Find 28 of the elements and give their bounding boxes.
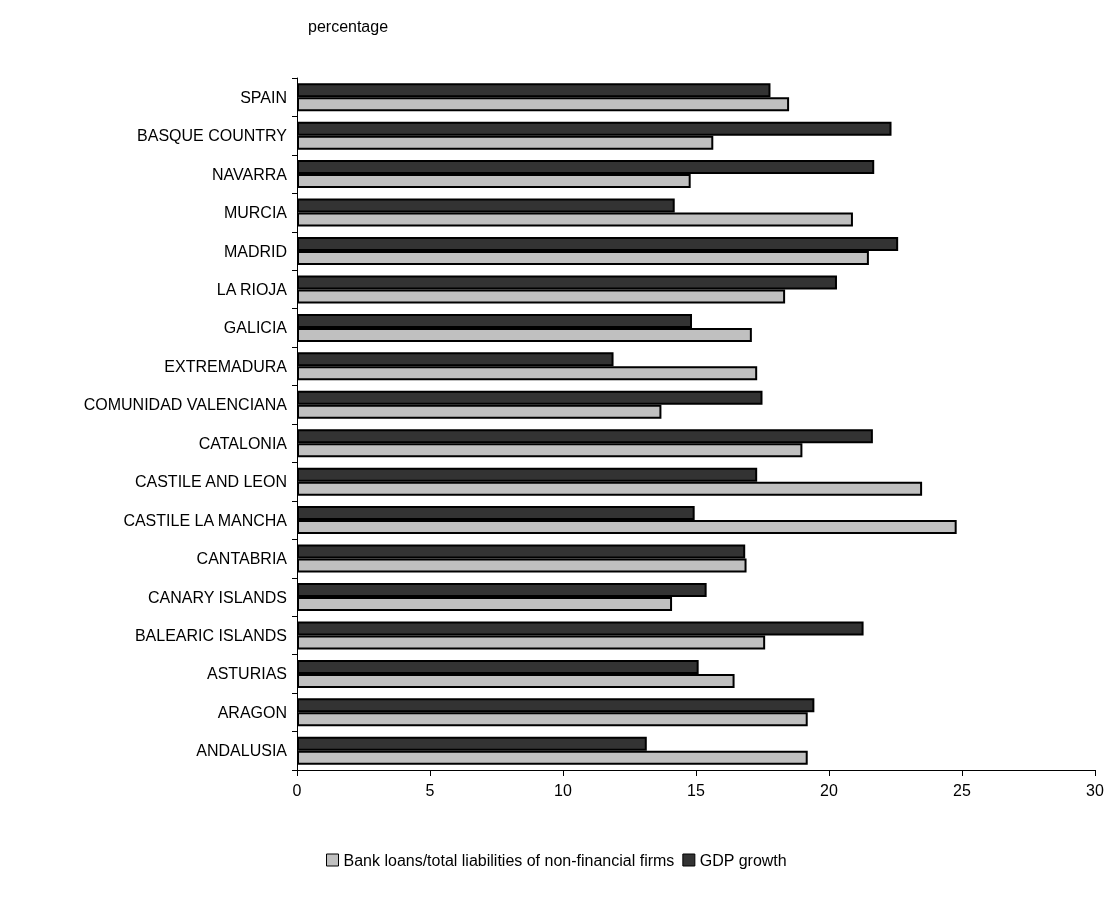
y-tick-label: MURCIA: [223, 204, 288, 222]
y-tick-label: EXTREMADURA: [164, 357, 288, 375]
y-tick-label: LA RIOJA: [216, 280, 288, 298]
y-tick-label: CANARY ISLANDS: [147, 588, 287, 606]
y-tick-label: ANDALUSIA: [196, 742, 288, 760]
y-tick-label: BASQUE COUNTRY: [137, 127, 288, 145]
y-tick-label: NAVARRA: [212, 165, 288, 183]
x-tick-label: 0: [292, 781, 302, 799]
x-tick-label: 5: [425, 781, 435, 799]
x-tick-label: 10: [554, 781, 572, 799]
x-tick-label: 25: [953, 781, 971, 799]
y-tick-label: BALEARIC ISLANDS: [134, 626, 287, 644]
x-tick-label: 20: [820, 781, 838, 799]
legend-label: GDP growth: [699, 851, 787, 869]
y-tick-label: CATALONIA: [198, 434, 288, 452]
y-tick-label: COMUNIDAD VALENCIANA: [83, 396, 288, 414]
y-tick-label: GALICIA: [223, 319, 288, 337]
y-tick-label: CASTILE LA MANCHA: [123, 511, 288, 529]
y-tick-label: SPAIN: [240, 88, 287, 106]
y-tick-label: ASTURIAS: [206, 665, 287, 683]
y-tick-label: MADRID: [223, 242, 287, 260]
y-tick-label: CANTABRIA: [196, 550, 288, 568]
x-tick-label: 15: [687, 781, 705, 799]
legend-label: Bank loans/total liabilities of non-financial firms: [343, 851, 675, 869]
y-tick-label: ARAGON: [217, 703, 287, 721]
x-axis-title: percentage: [308, 17, 389, 35]
y-tick-label: CASTILE AND LEON: [134, 473, 287, 491]
x-tick-label: 30: [1086, 781, 1104, 799]
